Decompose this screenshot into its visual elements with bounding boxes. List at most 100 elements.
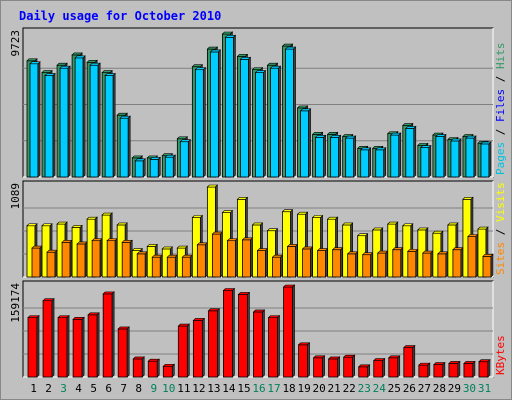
bar-kbytes-side: [442, 361, 446, 378]
bar-kbytes-face: [418, 364, 429, 378]
bar-kbytes: [478, 359, 491, 378]
bar-files-face: [255, 72, 264, 178]
bar-kbytes-side: [111, 291, 115, 378]
x-tick-label: 6: [105, 382, 112, 395]
bar-sites-face: [287, 246, 296, 278]
panel-kbytes: [22, 280, 494, 378]
bar-files: [299, 108, 312, 178]
bar-files-side: [172, 154, 176, 178]
bar-sites-face: [106, 240, 116, 278]
bar-files-face: [465, 137, 475, 178]
bar-kbytes: [267, 314, 281, 378]
bar-files-face: [315, 136, 325, 178]
bar-files-side: [82, 55, 86, 178]
bar-kbytes-face: [87, 314, 98, 378]
bar-kbytes-side: [412, 344, 416, 378]
bar-files-side: [218, 49, 221, 178]
bar-files-face: [450, 140, 460, 178]
bar-kbytes: [102, 291, 115, 378]
bar-sites-face: [347, 253, 357, 278]
y-max-label-kbytes: 159174: [9, 283, 22, 323]
bar-files-face: [435, 136, 445, 178]
x-tick-label: 24: [373, 382, 387, 395]
bar-kbytes: [342, 354, 356, 378]
bar-files: [194, 66, 207, 178]
legend-visits_sites-entry: Sites: [494, 242, 507, 275]
bar-files: [164, 154, 177, 178]
x-tick-label: 10: [162, 382, 175, 395]
bar-sites-face: [482, 255, 492, 278]
bar-kbytes: [312, 355, 326, 378]
bar-sites-face: [332, 249, 342, 278]
bar-files: [344, 135, 357, 178]
x-tick-label: 18: [282, 382, 295, 395]
bar-kbytes-face: [268, 317, 278, 378]
bar-files-side: [37, 61, 41, 178]
bar-files-side: [383, 147, 387, 178]
bar-kbytes-face: [388, 357, 399, 378]
bar-sites: [166, 254, 179, 278]
bar-sites-face: [196, 244, 206, 278]
bar-sites: [467, 233, 479, 278]
bar-kbytes-side: [472, 360, 476, 378]
bar-kbytes-face: [177, 325, 188, 378]
x-tick-label: 4: [75, 382, 82, 395]
bar-sites: [377, 250, 389, 278]
bar-sites: [196, 242, 209, 278]
bar-kbytes: [177, 323, 191, 378]
bar-kbytes-face: [448, 363, 459, 378]
bar-files: [284, 46, 297, 178]
bar-sites: [452, 247, 464, 278]
bar-kbytes: [72, 316, 85, 378]
bar-files-side: [308, 108, 311, 178]
y-max-label-hits_files: 9723: [9, 30, 22, 57]
bar-files: [209, 49, 222, 178]
x-tick-label: 9: [150, 382, 157, 395]
bar-files-face: [89, 64, 99, 178]
x-tick-label: 22: [343, 382, 356, 395]
bar-sites-face: [227, 240, 236, 278]
bar-sites-face: [91, 240, 101, 278]
bar-files: [420, 144, 432, 178]
bar-files: [480, 141, 492, 178]
bar-files-face: [209, 51, 219, 178]
bar-kbytes-side: [322, 355, 325, 378]
bar-kbytes-side: [36, 314, 40, 378]
bar-sites: [241, 237, 254, 278]
bar-kbytes: [132, 356, 145, 378]
bar-files: [119, 115, 131, 178]
bar-kbytes-face: [147, 360, 158, 378]
bar-kbytes: [162, 363, 176, 378]
bar-sites: [76, 241, 88, 278]
bar-kbytes: [252, 309, 266, 378]
bar-files-face: [194, 69, 204, 178]
bar-kbytes-face: [343, 356, 354, 378]
bar-kbytes-side: [457, 360, 461, 378]
bar-sites-face: [136, 253, 146, 278]
bar-files-face: [74, 57, 84, 178]
bar-files-face: [285, 48, 294, 178]
bar-sites: [256, 247, 269, 278]
bar-files-side: [142, 158, 146, 178]
x-tick-label: 1: [30, 382, 37, 395]
bar-kbytes-side: [367, 364, 371, 378]
bar-kbytes-side: [487, 359, 491, 378]
bar-sites-face: [211, 233, 221, 278]
x-tick-label: 7: [120, 382, 127, 395]
bar-sites-face: [362, 254, 372, 278]
bar-sites-face: [151, 256, 161, 278]
bar-files-side: [112, 72, 116, 178]
bar-files-side: [293, 46, 296, 178]
x-tick-label: 14: [222, 382, 236, 395]
bar-files-side: [488, 141, 492, 178]
bar-kbytes: [207, 308, 221, 378]
x-tick-label: 13: [207, 382, 220, 395]
bar-files: [239, 56, 252, 178]
x-tick-label: 30: [463, 382, 476, 395]
bar-files-face: [134, 160, 144, 178]
bar-files: [104, 72, 116, 178]
bar-sites-face: [121, 241, 131, 278]
bar-files-side: [428, 144, 432, 178]
x-tick-label: 31: [478, 382, 491, 395]
bar-files-side: [157, 156, 161, 178]
